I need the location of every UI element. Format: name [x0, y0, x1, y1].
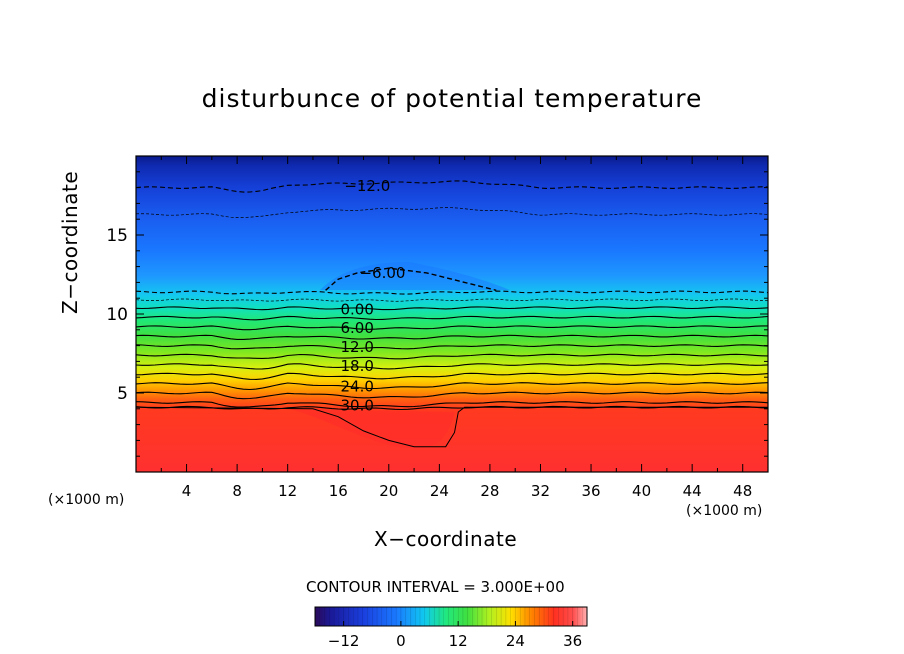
- contour-line: [136, 306, 768, 311]
- contour-label: −6.00: [359, 264, 405, 282]
- x-axis-label: X−coordinate: [374, 527, 518, 551]
- contour-line: [136, 315, 768, 321]
- contour-label: 18.0: [340, 357, 373, 375]
- y-tick-label: 5: [117, 384, 128, 404]
- contour-label: 12.0: [340, 338, 373, 356]
- colorbar-tick-label: −12: [328, 632, 360, 650]
- x-axis: 4 8 12 16 20 24 28 32 36 40 44 48: [160, 156, 769, 500]
- contour-line: [136, 344, 768, 350]
- heatmap-field: [136, 156, 768, 472]
- contour-line: [136, 382, 768, 391]
- contour-label: −12.0: [344, 177, 390, 195]
- colorbar-tick-label: 36: [563, 632, 582, 650]
- colorbar-ticks: −12 0 12 24 36: [328, 621, 582, 650]
- contour-line: [136, 334, 768, 340]
- contour-line: [136, 372, 768, 380]
- chart-title: disturbunce of potential temperature: [201, 84, 703, 113]
- contour-line: [136, 363, 768, 370]
- x-tick-label: 40: [632, 482, 651, 500]
- colorbar-tick-label: 24: [506, 632, 525, 650]
- contour-label: 24.0: [340, 378, 373, 396]
- contour-label: 6.00: [340, 319, 373, 337]
- x-tick-label: 32: [531, 482, 550, 500]
- x-tick-label: 20: [379, 482, 398, 500]
- contour-line: [136, 406, 768, 448]
- y-tick-label: 15: [106, 226, 128, 246]
- colorbar-tick-label: 0: [396, 632, 406, 650]
- colorbar-frame: [314, 606, 588, 627]
- y-axis-label: Z−coordinate: [58, 170, 82, 314]
- colorbar: −12 0 12 24 36: [314, 606, 588, 650]
- x-unit-left: (×1000 m): [48, 492, 125, 508]
- contour-line: [136, 353, 768, 360]
- contour-line: [136, 207, 768, 218]
- colorbar-tick-label: 12: [449, 632, 468, 650]
- contour-line: [136, 401, 768, 408]
- contour-label: 0.00: [340, 300, 373, 318]
- x-tick-label: 28: [480, 482, 499, 500]
- x-tick-label: 12: [278, 482, 297, 500]
- colorbar-gradient: [315, 607, 587, 626]
- contour-line: [136, 298, 768, 302]
- contour-line: [136, 290, 768, 295]
- contour-line: [136, 180, 768, 193]
- contour-line: [136, 325, 768, 331]
- contour-label: 30.0: [340, 397, 373, 415]
- x-tick-label: 36: [581, 482, 600, 500]
- contour-line: [325, 267, 497, 291]
- x-tick-label: 48: [733, 482, 752, 500]
- x-tick-label: 24: [430, 482, 449, 500]
- x-tick-label: 44: [683, 482, 702, 500]
- contour-lines: [136, 180, 768, 448]
- x-unit-right: (×1000 m): [686, 503, 763, 519]
- y-axis: 5 10 15: [106, 171, 768, 457]
- x-tick-label: 8: [232, 482, 242, 500]
- y-tick-label: 10: [106, 305, 128, 325]
- x-tick-label: 4: [182, 482, 192, 500]
- contour-interval-text: CONTOUR INTERVAL = 3.000E+00: [306, 578, 565, 596]
- contour-line: [136, 391, 768, 400]
- x-tick-label: 16: [329, 482, 348, 500]
